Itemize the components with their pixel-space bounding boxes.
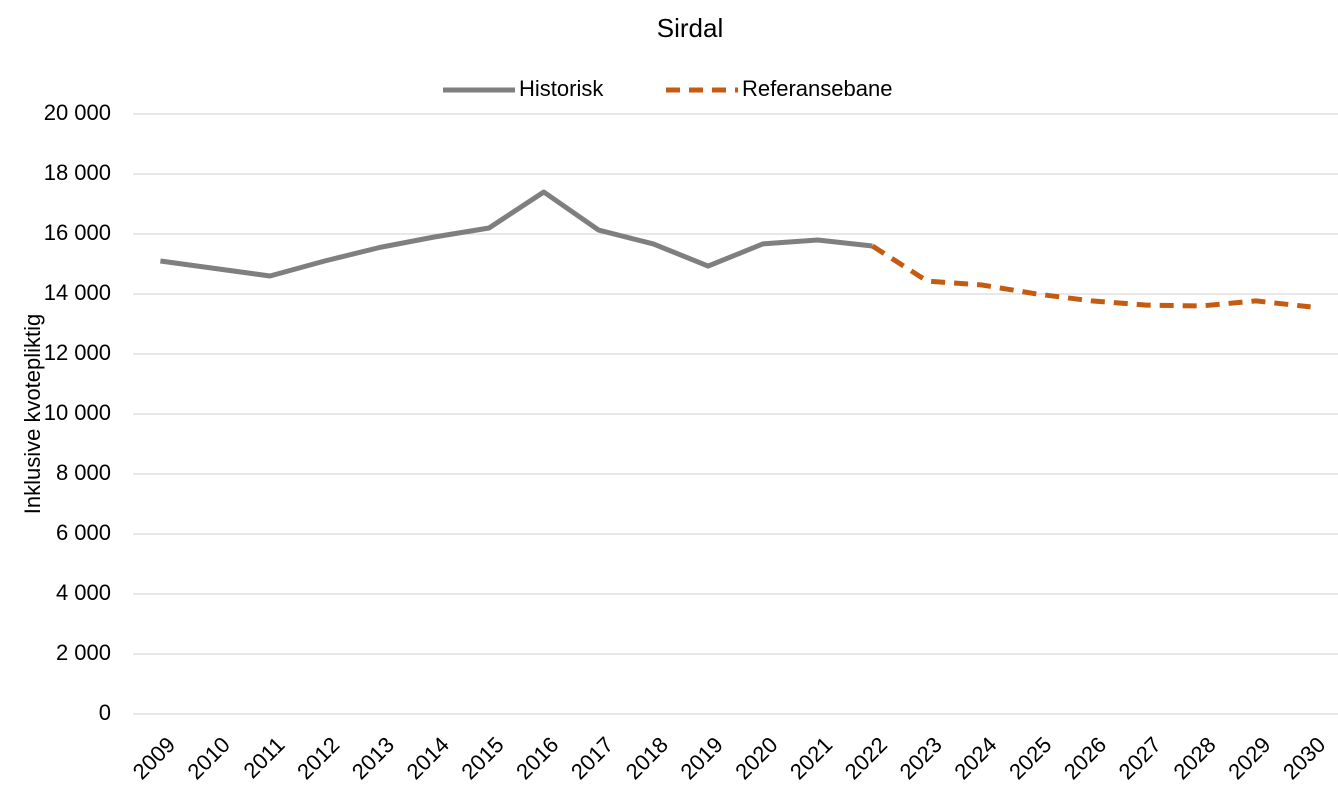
x-tick-label: 2028: [1168, 732, 1220, 784]
legend-label: Historisk: [519, 76, 604, 101]
y-tick-label: 18 000: [44, 160, 111, 185]
y-tick-label: 14 000: [44, 280, 111, 305]
y-tick-label: 16 000: [44, 220, 111, 245]
x-tick-label: 2027: [1114, 732, 1166, 784]
x-tick-label: 2023: [895, 732, 947, 784]
legend-label: Referansebane: [742, 76, 892, 101]
x-tick-label: 2009: [128, 732, 180, 784]
x-tick-label: 2025: [1004, 732, 1056, 784]
y-tick-label: 10 000: [44, 400, 111, 425]
x-tick-label: 2021: [785, 732, 837, 784]
x-tick-label: 2024: [949, 732, 1001, 784]
x-tick-label: 2012: [292, 732, 344, 784]
x-tick-label: 2016: [511, 732, 563, 784]
x-tick-label: 2010: [183, 732, 235, 784]
y-tick-label: 8 000: [56, 460, 111, 485]
y-tick-label: 4 000: [56, 580, 111, 605]
x-tick-label: 2022: [840, 732, 892, 784]
x-tick-label: 2030: [1278, 732, 1330, 784]
y-tick-label: 0: [99, 700, 111, 725]
x-tick-label: 2029: [1223, 732, 1275, 784]
x-tick-label: 2018: [621, 732, 673, 784]
series-line: [871, 243, 1311, 310]
x-tick-label: 2013: [347, 732, 399, 784]
x-tick-label: 2020: [730, 732, 782, 784]
x-tick-label: 2011: [238, 732, 289, 783]
x-tick-label: 2015: [456, 732, 508, 784]
x-tick-label: 2014: [402, 732, 454, 784]
y-tick-label: 12 000: [44, 340, 111, 365]
chart-title: Sirdal: [657, 13, 723, 43]
y-tick-label: 6 000: [56, 520, 111, 545]
y-axis-label: Inklusive kvotepliktig: [20, 314, 45, 515]
x-tick-label: 2017: [566, 732, 618, 784]
series-line: [160, 189, 873, 279]
y-tick-label: 2 000: [56, 640, 111, 665]
y-tick-label: 20 000: [44, 100, 111, 125]
x-tick-label: 2019: [675, 732, 727, 784]
x-tick-label: 2026: [1059, 732, 1111, 784]
